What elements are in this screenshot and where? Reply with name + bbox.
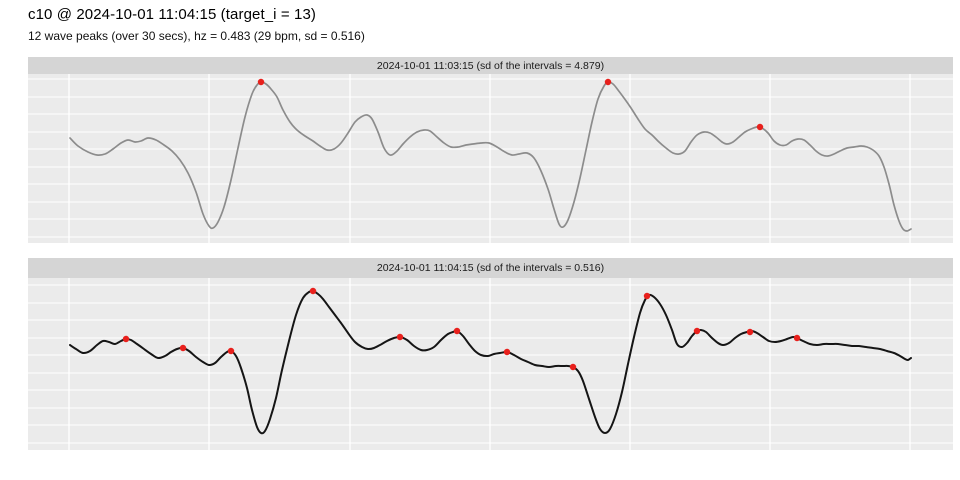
figure-title: c10 @ 2024-10-01 11:04:15 (target_i = 13… [28, 6, 316, 23]
peak-marker [604, 78, 612, 86]
peak-marker [569, 363, 577, 371]
wave-line-0 [69, 81, 912, 232]
peak-marker [756, 123, 764, 131]
peak-marker [643, 292, 651, 300]
peak-marker [179, 344, 187, 352]
peak-marker [122, 335, 130, 343]
peak-marker [396, 333, 404, 341]
wave-line-1 [69, 289, 912, 435]
peak-marker [746, 328, 754, 336]
peak-marker [693, 327, 701, 335]
peak-marker [503, 348, 511, 356]
facet-strip-label: 2024-10-01 11:04:15 (sd of the intervals… [376, 262, 605, 274]
facet-strip-previous-window: 2024-10-01 11:03:15 (sd of the intervals… [28, 57, 953, 74]
facet-strip-target-window: 2024-10-01 11:04:15 (sd of the intervals… [28, 258, 953, 278]
peak-marker [227, 347, 235, 355]
facet-strip-label: 2024-10-01 11:03:15 (sd of the intervals… [376, 59, 605, 72]
peak-marker [309, 287, 317, 295]
peak-marker [257, 78, 265, 86]
figure-subtitle: 12 wave peaks (over 30 secs), hz = 0.483… [28, 29, 365, 43]
peak-marker [453, 327, 461, 335]
peak-marker [793, 334, 801, 342]
